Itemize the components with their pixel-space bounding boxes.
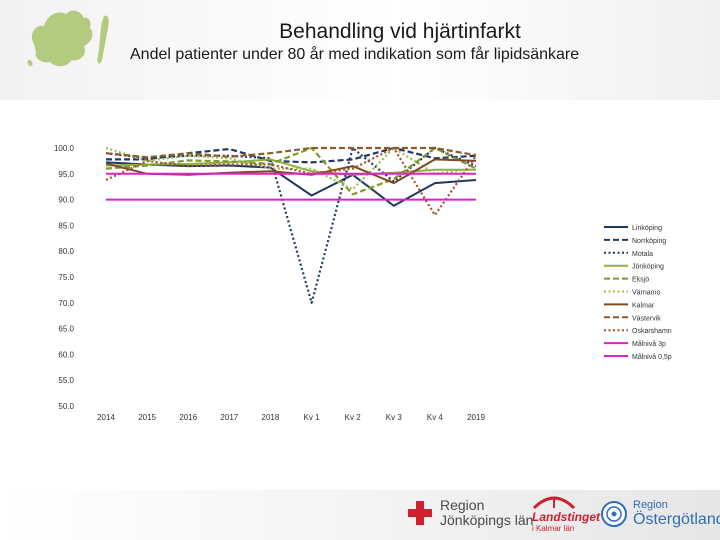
legend-label: Kalmar — [632, 302, 655, 309]
footer-logos: Region Jönköpings län Landstinget i Kalm… — [0, 490, 720, 540]
legend-label: Målnivå 0,5p — [632, 353, 672, 361]
series-line — [105, 146, 477, 191]
x-tick-label: 2019 — [467, 413, 485, 422]
y-tick-label: 95.0 — [58, 170, 74, 179]
legend-label: Eksjö — [632, 277, 649, 284]
region-jonkoping-logo: Region Jönköpings län — [406, 498, 533, 527]
y-tick-label: 65.0 — [58, 325, 74, 334]
x-tick-label: Kv 1 — [304, 413, 321, 422]
x-axis: 2014 2015 2016 2017 2018 Kv 1 Kv 2 Kv 3 Kv 4 2019 — [97, 413, 485, 422]
logo3-line1: Region — [633, 499, 668, 511]
chart-subtitle: Andel patienter under 80 år med indikati… — [130, 46, 580, 63]
logo1-line1: Region — [440, 497, 485, 513]
y-tick-label: 55.0 — [58, 376, 74, 385]
y-tick-label: 50.0 — [58, 402, 74, 411]
logo1-line2: Jönköpings län — [440, 511, 534, 528]
legend-label: Motala — [632, 251, 653, 258]
x-tick-label: Kv 4 — [427, 413, 444, 422]
x-tick-label: 2014 — [97, 413, 115, 422]
y-tick-label: 70.0 — [58, 299, 74, 308]
legend-label: Norrköping — [632, 238, 666, 245]
logo3-line2: Östergötland — [633, 510, 720, 528]
legend-label: Målnivå 3p — [632, 340, 666, 348]
x-tick-label: 2017 — [220, 413, 238, 422]
landstinget-kalmar-logo: Landstinget i Kalmar län — [532, 494, 600, 533]
x-tick-label: Kv 3 — [386, 413, 403, 422]
legend-label: Värnamo — [632, 290, 661, 297]
logo2-line1: Landstinget — [532, 510, 600, 524]
header-band — [0, 0, 720, 100]
bridge-icon — [532, 496, 576, 510]
cross-icon — [408, 500, 432, 525]
line-chart: 100.0 95.0 90.0 85.0 80.0 75.0 70.0 65.0 60.0 55.… — [54, 144, 672, 422]
region-ostergotland-logo: Region Östergötland — [600, 499, 720, 528]
x-tick-label: Kv 2 — [345, 413, 362, 422]
y-tick-label: 60.0 — [58, 350, 74, 359]
y-axis: 100.0 95.0 90.0 85.0 80.0 75.0 70.0 65.0 60.0 55.… — [54, 144, 75, 411]
emblem-icon — [601, 501, 627, 528]
legend-label: Linköping — [632, 225, 662, 232]
legend-label: Jönköping — [632, 264, 664, 271]
series-line — [105, 146, 477, 159]
y-tick-label: 75.0 — [58, 273, 74, 282]
series-line — [105, 161, 477, 207]
x-tick-label: 2016 — [179, 413, 197, 422]
region-map-icon — [27, 10, 109, 67]
y-tick-label: 80.0 — [58, 247, 74, 256]
legend-label: Västervik — [632, 315, 661, 322]
series-line — [105, 146, 477, 217]
y-tick-label: 100.0 — [54, 144, 75, 153]
y-tick-label: 85.0 — [58, 221, 74, 230]
legend-label: Oskarshamn — [632, 328, 672, 335]
series-lines — [105, 146, 477, 304]
series-line — [105, 146, 477, 304]
legend: Linköping Norrköping Motala Jönköping Eksjö V… — [604, 225, 672, 361]
chart-title: Behandling vid hjärtinfarkt — [279, 20, 521, 43]
y-tick-label: 90.0 — [58, 196, 74, 205]
x-tick-label: 2015 — [138, 413, 156, 422]
logo2-line2: i Kalmar län — [532, 524, 575, 533]
x-tick-label: 2018 — [262, 413, 280, 422]
